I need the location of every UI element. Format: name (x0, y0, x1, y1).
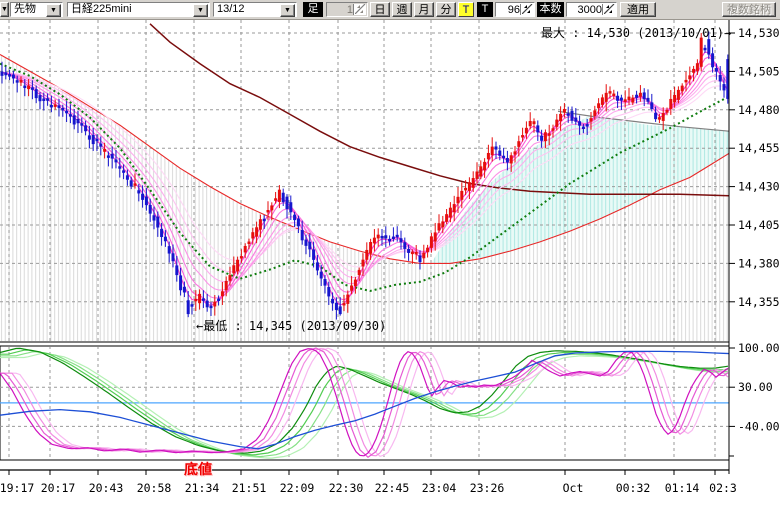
chevron-down-icon[interactable]: ▼ (193, 4, 208, 17)
time-axis-label: 00:32 (616, 481, 651, 495)
max-price-annotation: 最大 : 14,530 (2013/10/01)→ (541, 26, 732, 40)
time-axis-label: 20:58 (137, 481, 172, 495)
symbol-value: 日経225mini (71, 3, 132, 15)
tick-size-label: T (477, 2, 493, 17)
time-axis-label: 22:09 (280, 481, 315, 495)
time-axis-label: 02:3 (709, 481, 737, 495)
time-axis-label: 20:17 (41, 481, 76, 495)
oscillator-layer (0, 347, 729, 459)
bars-count-label: 本数 (537, 2, 564, 17)
long-term-ma-line (149, 23, 729, 197)
bars-count-value: 3000 (577, 4, 602, 16)
ma-ribbon-line (1, 63, 729, 299)
cloud-region (432, 115, 729, 264)
spinner-icon[interactable] (602, 3, 615, 15)
category-value: 先物 (14, 3, 36, 15)
price-axis-label: 14,505 (738, 64, 780, 78)
price-axis-label: 14,380 (738, 256, 780, 270)
main-gridlines (0, 20, 729, 341)
oscillator-axis-label: 30.00 (738, 380, 773, 394)
edge-combo-arrow-button[interactable]: ▼ (0, 2, 9, 17)
time-axis-label: 23:26 (470, 481, 505, 495)
contract-combobox[interactable]: 13/12 ▼ (213, 2, 297, 17)
bottom-value-label: 底値 (184, 461, 212, 477)
rci-green-line (0, 349, 729, 456)
ma-ribbon-line (1, 56, 729, 304)
interval-stepper: 1 (326, 2, 368, 17)
tick-size-stepper[interactable]: 96 (495, 2, 535, 17)
cloud-top-gray-line (557, 110, 729, 132)
bar-hatch-region (0, 54, 729, 341)
price-axis-label: 14,430 (738, 180, 780, 194)
price-axis-label: 14,355 (738, 295, 780, 309)
candles-layer (0, 31, 729, 320)
price-axis-label: 14,455 (738, 141, 780, 155)
contract-value: 13/12 (217, 3, 245, 15)
main-chart-panel (0, 20, 729, 341)
ma-ribbon-line (1, 71, 728, 268)
rci-green-line (0, 351, 728, 458)
time-axis-label: 21:34 (185, 481, 220, 495)
chevron-down-icon[interactable]: ▼ (280, 4, 295, 17)
green-dotted-ma-line (0, 62, 729, 293)
period-tick-button[interactable]: T (458, 2, 474, 17)
bars-count-stepper[interactable]: 3000 (566, 2, 617, 17)
axes: 14,530 14,505 14,480 14,455 14,430 14,405 14,3… (0, 20, 780, 495)
chevron-down-icon[interactable]: ▼ (46, 4, 61, 17)
rci-magenta-line (0, 348, 729, 457)
bar-type-label: 足 (303, 2, 323, 17)
price-axis-label: 14,405 (738, 218, 780, 232)
time-axis-label: 23:04 (422, 481, 457, 495)
spinner-icon[interactable] (520, 3, 533, 15)
spinner-icon (353, 3, 366, 15)
category-combobox[interactable]: 先物 ▼ (10, 2, 63, 17)
time-axis-label: 01:14 (665, 481, 700, 495)
slow-blue-line (0, 350, 729, 450)
time-axis-label: 20:43 (89, 481, 124, 495)
symbol-combobox[interactable]: 日経225mini ▼ (67, 2, 210, 17)
price-axis-label: 14,530 (738, 26, 780, 40)
apply-button[interactable]: 適用 (620, 2, 656, 17)
time-axis-label: 22:45 (375, 481, 410, 495)
period-month-button[interactable]: 月 (414, 2, 434, 17)
period-minute-button[interactable]: 分 (436, 2, 456, 17)
time-axis-label: 22:30 (329, 481, 364, 495)
ma-ribbon-line (1, 71, 729, 283)
oscillator-axis-label: -40.00 (738, 419, 780, 433)
period-day-button[interactable]: 日 (370, 2, 390, 17)
min-price-annotation: ←最低 : 14,345 (2013/09/30) (196, 319, 387, 333)
period-week-button[interactable]: 週 (392, 2, 412, 17)
oscillator-axis-label: 100.00 (738, 341, 780, 355)
interval-value: 1 (346, 4, 353, 16)
time-axis-label: Oct (563, 481, 584, 495)
toolbar: ▼ 先物 ▼ 日経225mini ▼ 13/12 ▼ 足 1 日 週 月 分 T… (0, 0, 780, 20)
time-axis-label: 21:51 (232, 481, 267, 495)
time-axis-label: 19:17 (0, 481, 34, 495)
price-axis-label: 14,480 (738, 103, 780, 117)
rci-green-line (0, 347, 729, 454)
red-band-line (0, 54, 729, 264)
tick-size-value: 96 (507, 4, 520, 16)
multi-symbol-button: 複数銘柄 (722, 2, 776, 17)
